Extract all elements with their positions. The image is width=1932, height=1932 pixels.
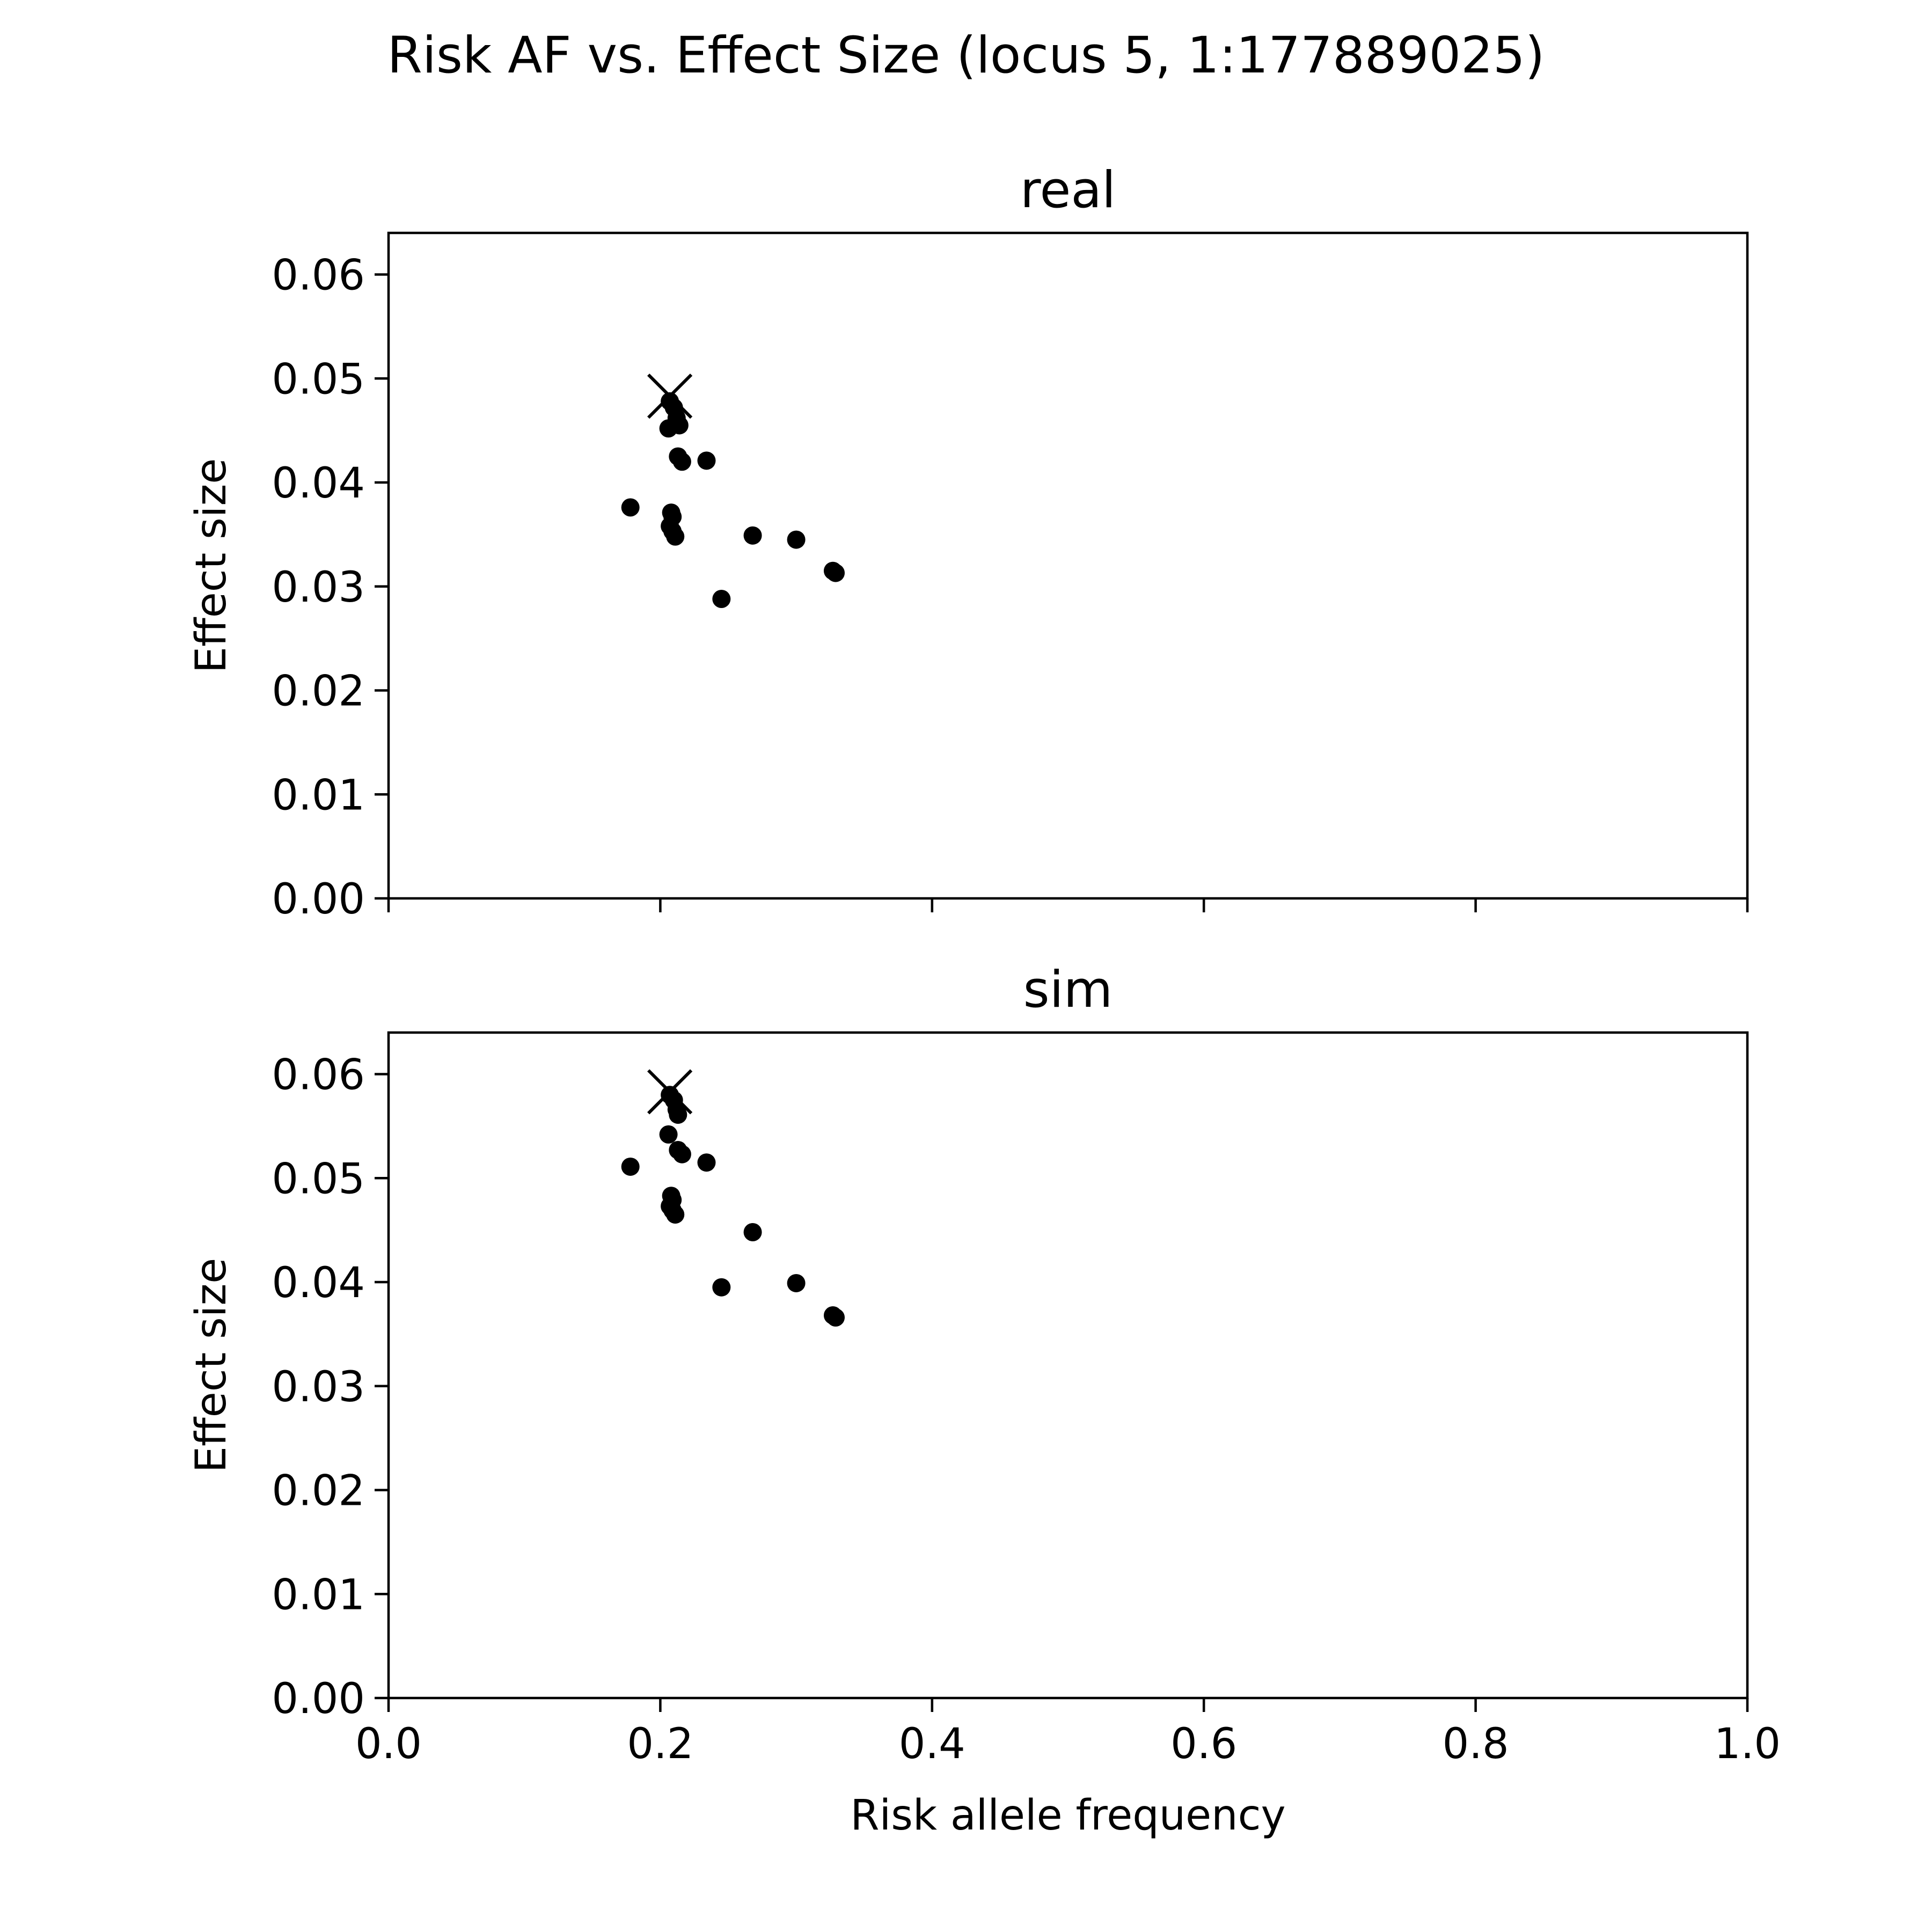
x-tick-label: 0.8 xyxy=(1443,1720,1509,1768)
y-tick-label: 0.05 xyxy=(272,355,365,404)
y-tick-label: 0.00 xyxy=(272,875,365,924)
y-tick-label: 0.02 xyxy=(272,668,365,716)
y-tick-label: 0.01 xyxy=(272,771,365,819)
scatter-point xyxy=(621,498,640,517)
scatter-point xyxy=(697,1153,716,1172)
scatter-point xyxy=(826,564,845,582)
scatter-point xyxy=(669,1106,687,1124)
x-tick-label: 0.2 xyxy=(627,1720,693,1768)
axes-frame xyxy=(387,231,1749,900)
scatter-point xyxy=(666,527,685,546)
scatter-point xyxy=(697,451,716,470)
x-axis-label: Risk allele frequency xyxy=(850,1791,1285,1840)
scatter-point xyxy=(743,1223,762,1241)
y-tick-label: 0.01 xyxy=(272,1571,365,1619)
scatter-point xyxy=(659,1125,678,1144)
y-tick-label: 0.04 xyxy=(272,459,365,508)
axes-frame xyxy=(387,1031,1749,1700)
x-tick-label: 0.6 xyxy=(1170,1720,1237,1768)
y-tick-label: 0.05 xyxy=(272,1155,365,1203)
y-tick-label: 0.06 xyxy=(272,252,365,300)
subplot-title: real xyxy=(1020,161,1116,219)
scatter-point xyxy=(621,1157,640,1176)
y-tick-label: 0.00 xyxy=(272,1675,365,1723)
figure-suptitle: Risk AF vs. Effect Size (locus 5, 1:1778… xyxy=(387,26,1545,85)
subplot-sim: sim 0.00 0.01 0.02 0.03 0.04 0.05 0.06 0.0 0.2 0.4… xyxy=(187,961,1781,1840)
scatter-point xyxy=(712,1278,731,1297)
scatter-point xyxy=(659,419,678,438)
y-tick-label: 0.03 xyxy=(272,564,365,612)
x-tick-label: 0.4 xyxy=(899,1720,965,1768)
y-tick-label: 0.06 xyxy=(272,1051,365,1100)
lead-variant-x-marker xyxy=(647,1069,693,1115)
y-tick-label: 0.02 xyxy=(272,1467,365,1516)
subplot-title: sim xyxy=(1023,961,1113,1019)
scatter-point xyxy=(672,452,691,471)
subplot-real: real 0.00 0.01 0.02 0.03 0.04 0.05 0.06 Effect s… xyxy=(187,161,1749,924)
y-tick-label: 0.04 xyxy=(272,1259,365,1307)
y-tick-label: 0.03 xyxy=(272,1363,365,1411)
scatter-point xyxy=(787,530,806,549)
lead-variant-x-stroke xyxy=(647,374,693,419)
lead-variant-x-stroke xyxy=(647,1069,693,1115)
x-tick-label: 1.0 xyxy=(1714,1720,1781,1768)
scatter-point xyxy=(672,1145,691,1163)
y-axis-label: Effect size xyxy=(187,1258,236,1473)
scatter-point xyxy=(743,526,762,545)
scatter-point xyxy=(712,590,731,608)
scatter-point xyxy=(666,1205,685,1224)
x-tick-label: 0.0 xyxy=(355,1720,422,1768)
y-axis-label: Effect size xyxy=(187,458,236,674)
lead-variant-x-marker xyxy=(647,374,693,419)
scatter-point xyxy=(787,1274,806,1292)
scatter-point xyxy=(826,1308,845,1327)
